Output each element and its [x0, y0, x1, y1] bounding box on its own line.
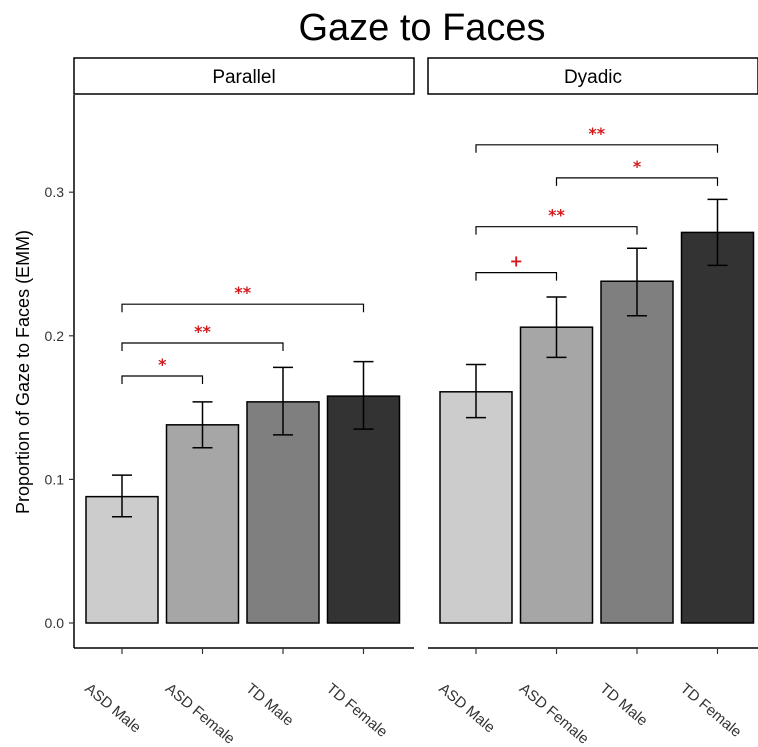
significance-label: **	[234, 283, 251, 302]
significance-label: *	[633, 157, 642, 176]
significance-label: *	[158, 355, 167, 374]
strip-label: Parallel	[212, 67, 275, 88]
strip-header	[73, 57, 415, 95]
y-tick-label: 0.1	[45, 471, 65, 487]
significance-label: **	[588, 124, 605, 143]
significance-bracket	[555, 177, 719, 186]
x-tick-label: ASD Female	[162, 680, 238, 747]
y-tick-label: 0.3	[45, 184, 65, 200]
significance-label: +	[510, 252, 523, 271]
significance-label: **	[194, 322, 211, 341]
significance-bracket	[475, 144, 719, 153]
bar	[246, 401, 320, 624]
y-axis-label: Proportion of Gaze to Faces (EMM)	[13, 230, 33, 514]
bar	[680, 231, 755, 624]
bar	[165, 424, 240, 624]
y-tick-label: 0.2	[45, 328, 65, 344]
significance-bracket	[121, 303, 365, 313]
bar	[85, 495, 159, 624]
significance-bracket	[475, 272, 558, 281]
x-tick-label: ASD Female	[516, 680, 592, 747]
bar	[600, 280, 674, 624]
panel-parallel: Parallel ASD Male ASD Female TD Male TD Fema…	[73, 57, 415, 747]
y-axis: 0.0 0.1 0.2 0.3	[45, 95, 75, 648]
y-tick-label: 0.0	[45, 615, 65, 631]
bar	[519, 326, 594, 624]
significance-bracket	[121, 342, 284, 351]
x-tick-label: TD Male	[242, 680, 296, 729]
x-tick-label: TD Male	[596, 680, 650, 729]
panel-dyadic: Dyadic ASD Male ASD Female TD Male TD Female…	[427, 57, 758, 747]
significance-label: **	[548, 206, 565, 225]
strip-label: Dyadic	[564, 67, 622, 88]
strip-header	[427, 57, 758, 95]
x-tick-label: ASD Male	[435, 680, 498, 736]
x-tick-label: ASD Male	[81, 680, 144, 736]
significance-bracket	[121, 375, 204, 385]
bar	[439, 391, 513, 624]
x-tick-label: TD Female	[677, 680, 745, 741]
chart-title: Gaze to Faces	[298, 7, 545, 49]
x-tick-label: TD Female	[323, 680, 391, 741]
bar	[326, 395, 401, 624]
significance-bracket	[475, 226, 638, 235]
